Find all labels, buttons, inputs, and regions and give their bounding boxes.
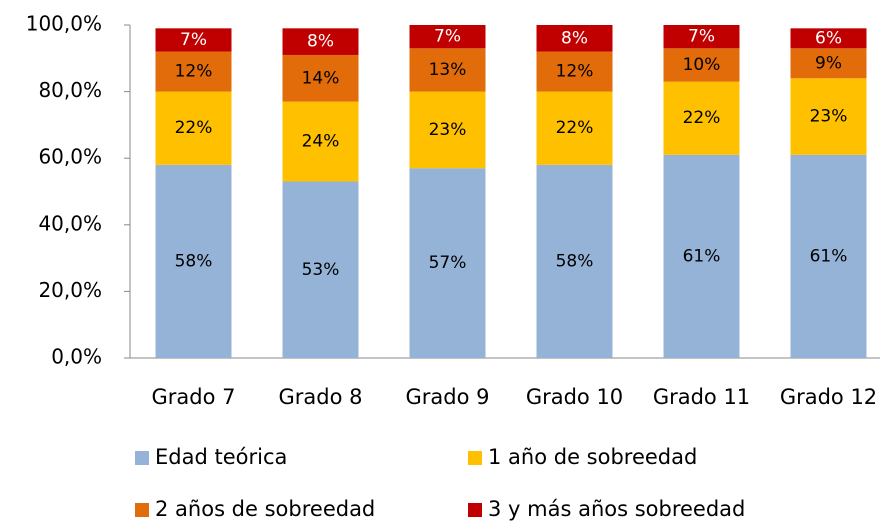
x-tick-label: Grado 7 <box>152 385 236 409</box>
data-label: 7% <box>434 27 461 47</box>
data-label: 7% <box>180 30 207 50</box>
bar-segment <box>155 91 232 165</box>
legend-swatch <box>135 451 149 465</box>
data-label: 8% <box>561 28 588 48</box>
legend-label: 2 años de sobreedad <box>155 497 375 521</box>
data-label: 12% <box>556 62 594 82</box>
y-tick-label: 0,0% <box>51 345 102 369</box>
bar-segment <box>790 154 867 358</box>
x-tick-label: Grado 11 <box>653 385 750 409</box>
legend-swatch <box>468 503 482 517</box>
bar-segment <box>790 28 867 49</box>
data-label: 8% <box>307 32 334 52</box>
legend-swatch <box>468 451 482 465</box>
data-label: 23% <box>810 107 848 127</box>
data-label: 58% <box>175 251 213 271</box>
data-label: 58% <box>556 251 594 271</box>
data-label: 61% <box>683 246 721 266</box>
bar-segment <box>536 25 613 52</box>
data-label: 23% <box>429 120 467 140</box>
bar-segment <box>536 164 613 358</box>
y-tick-label: 40,0% <box>38 211 102 235</box>
data-label: 22% <box>556 118 594 138</box>
x-tick-label: Grado 10 <box>526 385 623 409</box>
bar-segment <box>409 168 486 358</box>
bar-segment <box>536 51 613 92</box>
data-label: 10% <box>683 55 721 75</box>
y-tick-label: 80,0% <box>38 78 102 102</box>
y-tick-label: 100,0% <box>26 12 102 36</box>
data-label: 22% <box>683 108 721 128</box>
x-tick-label: Grado 12 <box>780 385 877 409</box>
bar-segment <box>155 51 232 92</box>
bar-segment <box>663 81 740 155</box>
data-label: 6% <box>815 28 842 48</box>
data-label: 22% <box>175 118 213 138</box>
y-tick-label: 20,0% <box>38 278 102 302</box>
data-label: 14% <box>302 68 340 88</box>
data-label: 57% <box>429 253 467 273</box>
bar-segment <box>282 181 359 358</box>
bar-segment <box>282 54 359 102</box>
x-tick-label: Grado 8 <box>279 385 363 409</box>
data-label: 12% <box>175 62 213 82</box>
legend-swatch <box>135 503 149 517</box>
bar-segment <box>663 48 740 82</box>
data-label: 61% <box>810 246 848 266</box>
data-label: 13% <box>429 60 467 80</box>
bar-segment <box>155 164 232 358</box>
legend-label: 3 y más años sobreedad <box>488 497 745 521</box>
data-label: 9% <box>815 53 842 73</box>
bar-segment <box>790 48 867 79</box>
legend-label: 1 año de sobreedad <box>488 445 697 469</box>
bar-segment <box>409 25 486 49</box>
bar-segment <box>409 48 486 92</box>
bar-segment <box>282 101 359 182</box>
x-tick-label: Grado 9 <box>406 385 490 409</box>
data-label: 7% <box>688 27 715 47</box>
bar-segment <box>663 25 740 49</box>
bar-segment <box>663 154 740 358</box>
bar-segment <box>536 91 613 165</box>
bar-segment <box>409 91 486 169</box>
data-label: 24% <box>302 132 340 152</box>
data-label: 53% <box>302 260 340 280</box>
y-tick-label: 60,0% <box>38 145 102 169</box>
legend-label: Edad teórica <box>155 445 287 469</box>
bar-segment <box>282 28 359 55</box>
bar-segment <box>155 28 232 52</box>
bar-segment <box>790 78 867 155</box>
